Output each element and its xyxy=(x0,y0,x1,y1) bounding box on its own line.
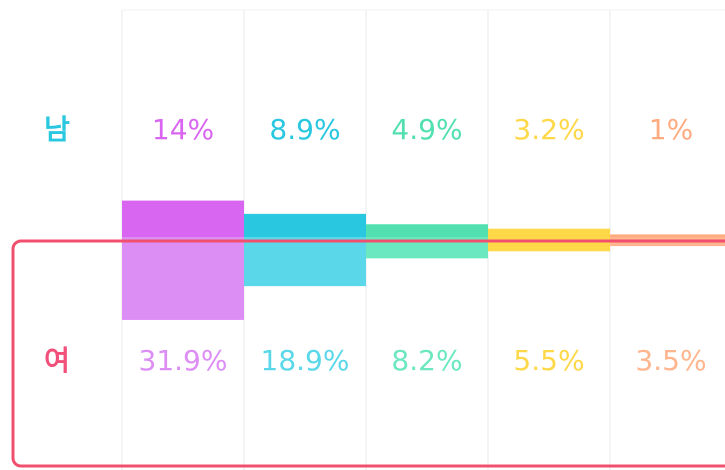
series-name: 남 xyxy=(44,113,70,146)
value-label: 4.9% xyxy=(391,113,462,146)
bar xyxy=(488,228,610,237)
value-label: 8.2% xyxy=(391,344,462,377)
value-label: 8.9% xyxy=(269,113,340,146)
value-label: 3.2% xyxy=(513,113,584,146)
bars xyxy=(122,200,725,320)
value-label: 5.5% xyxy=(513,344,584,377)
bar xyxy=(244,213,366,237)
bar xyxy=(488,237,610,252)
bar xyxy=(610,234,725,237)
value-label: 3.5% xyxy=(635,344,706,377)
value-label: 1% xyxy=(649,113,693,146)
series-name: 여 xyxy=(44,344,70,377)
value-label: 18.9% xyxy=(261,344,350,377)
bar xyxy=(366,224,488,237)
value-label: 14% xyxy=(152,113,214,146)
bar xyxy=(244,237,366,287)
bar xyxy=(122,237,244,320)
labels: 남 14% 8.9% 4.9% 3.2% 1% 여 31.9% 18.9% 8.2% 5.5% 3.5… xyxy=(44,113,706,377)
value-label: 31.9% xyxy=(139,344,228,377)
highlight-box xyxy=(11,239,725,468)
bar xyxy=(122,200,244,237)
